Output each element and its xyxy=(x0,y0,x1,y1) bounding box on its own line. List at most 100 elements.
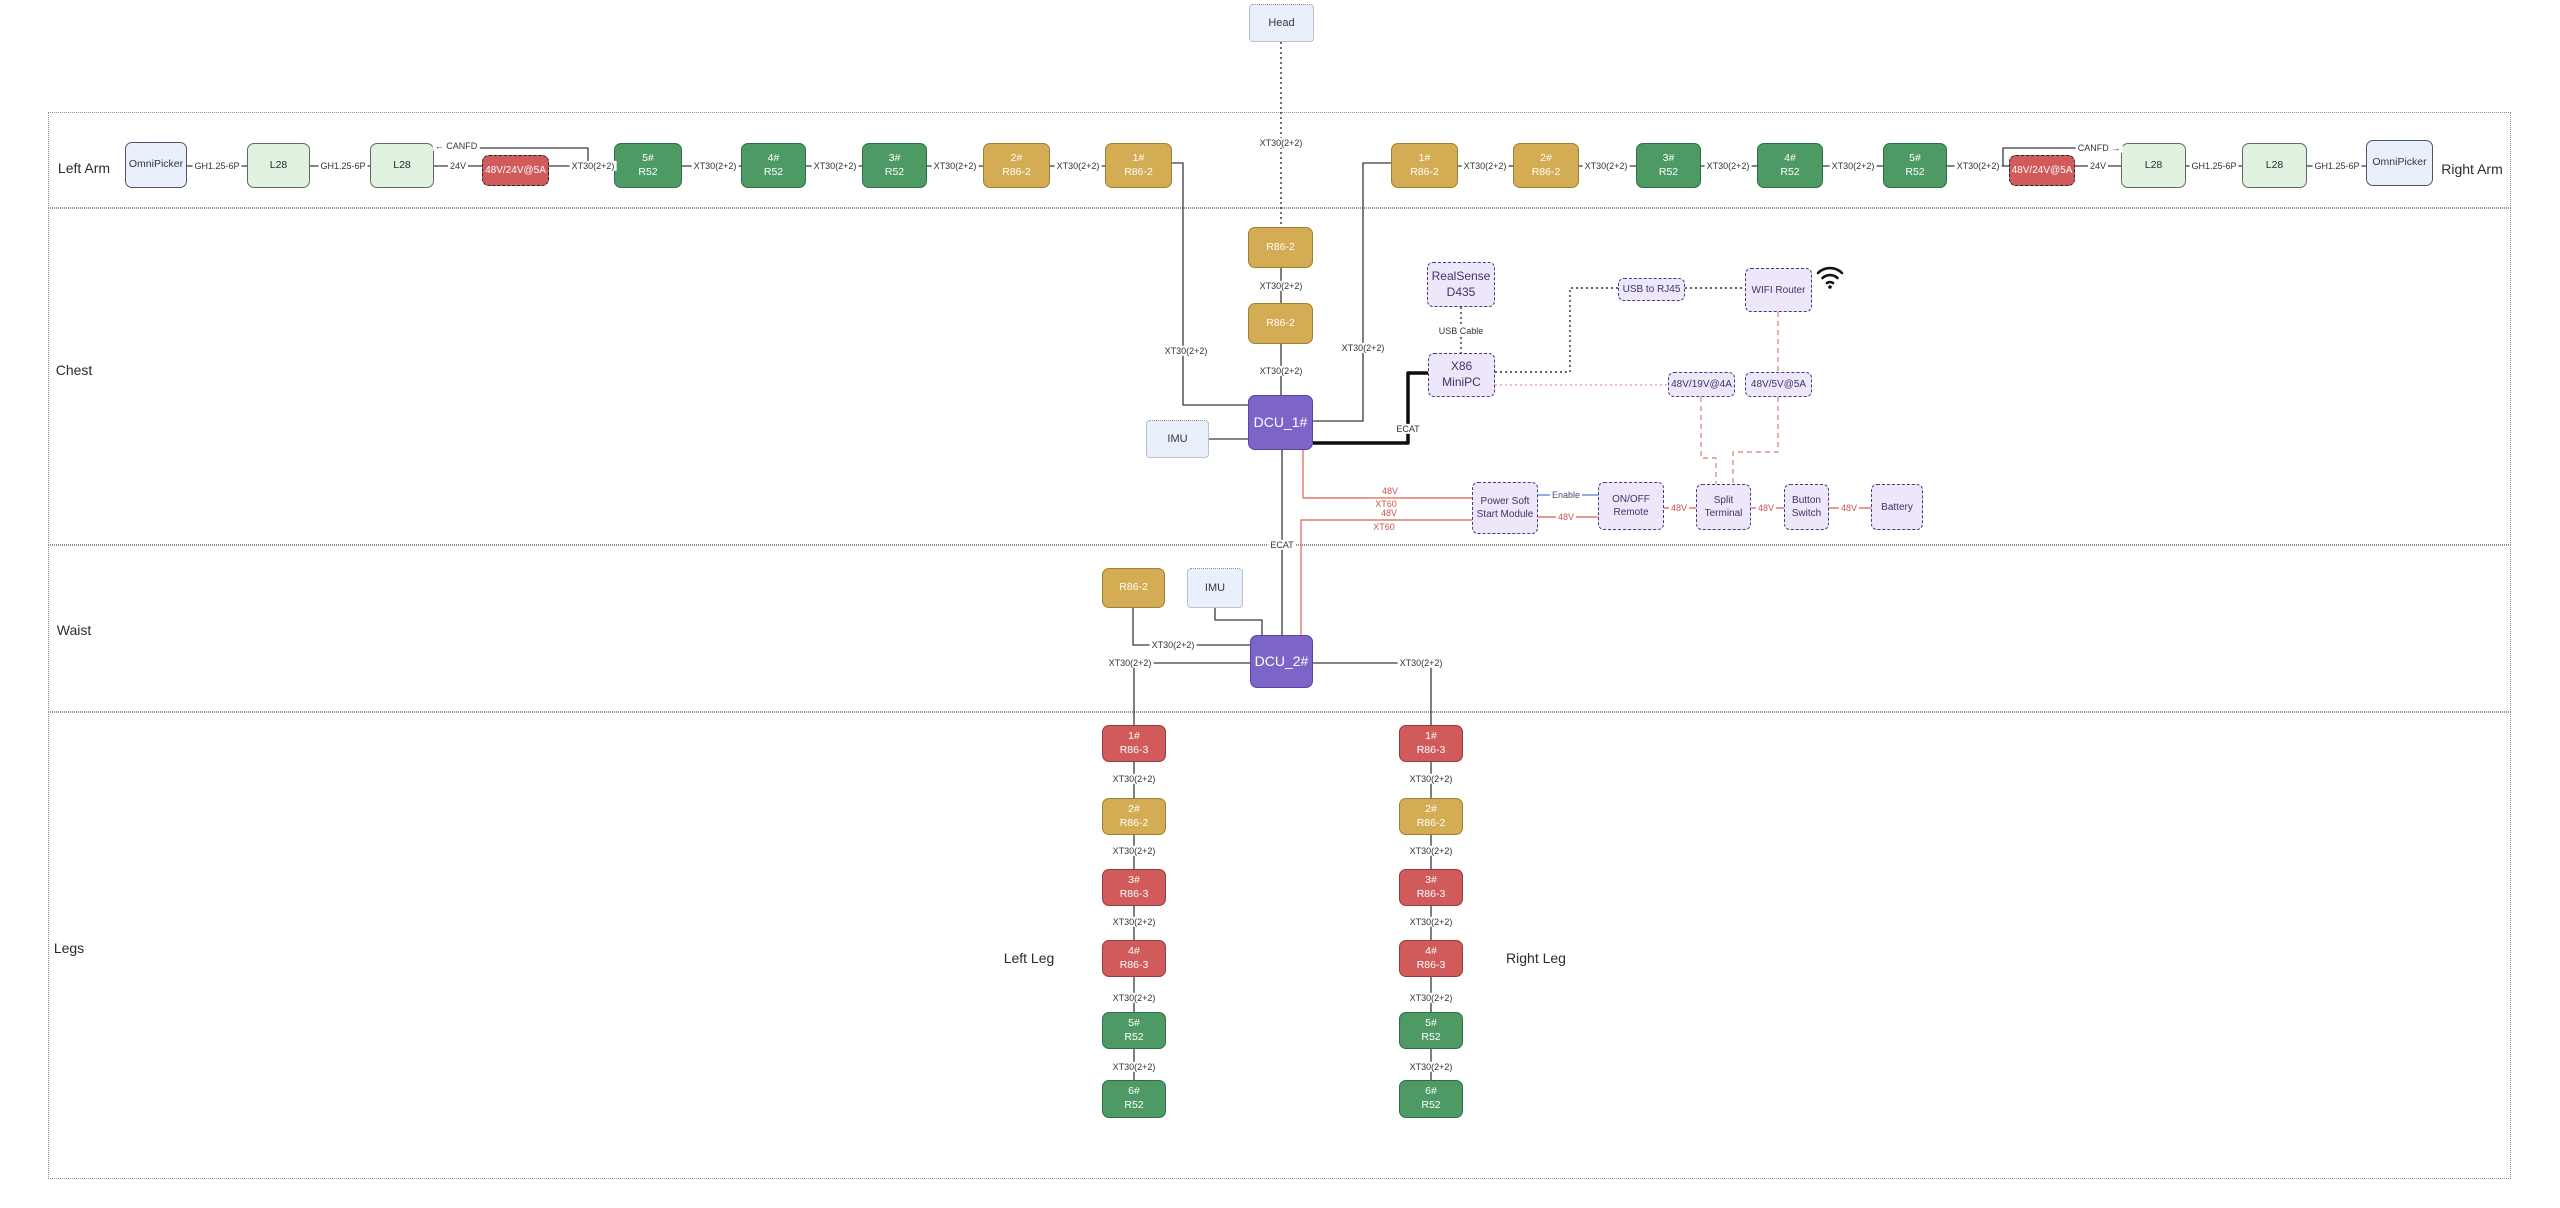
node-label: D435 xyxy=(1446,284,1476,299)
node-label: IMU xyxy=(1204,581,1226,594)
node-label: 3# xyxy=(1128,873,1140,886)
wire-label-25: USB Cable xyxy=(1436,325,1486,337)
wire-label-27: XT60 xyxy=(1373,498,1399,510)
node-left-leg-3: 3# R86-3 xyxy=(1102,869,1166,906)
node-label: R86-2 xyxy=(1531,165,1561,178)
node-label: 5# xyxy=(1909,151,1921,164)
node-converter-left: 48V/24V@5A xyxy=(482,155,549,186)
node-right-leg-1: 1# R86-3 xyxy=(1399,725,1463,762)
wire-label-9: XT30(2+2) xyxy=(1461,160,1509,172)
node-label: R52 xyxy=(763,165,784,178)
node-power-soft-start: Power Soft Start Module xyxy=(1472,482,1538,534)
wire-label-38: XT30(2+2) xyxy=(1110,773,1158,785)
node-right-leg-6: 6# R52 xyxy=(1399,1080,1463,1118)
wire-label-43: XT30(2+2) xyxy=(1407,773,1455,785)
wire-label-10: XT30(2+2) xyxy=(1582,160,1630,172)
node-label: R52 xyxy=(1905,165,1925,178)
wire-label-45: XT30(2+2) xyxy=(1407,916,1455,928)
wire-label-47: XT30(2+2) xyxy=(1407,1061,1455,1073)
node-left-arm-4: 4# R52 xyxy=(741,143,806,188)
wire-label-36: XT30(2+2) xyxy=(1106,657,1154,669)
node-label: L28 xyxy=(2265,158,2284,171)
node-label: 4# xyxy=(1784,151,1796,164)
wire-19v-split xyxy=(1700,397,1717,484)
node-label: 5# xyxy=(642,151,654,164)
node-label: R86-2 xyxy=(1416,816,1446,829)
wire-label-30: Enable xyxy=(1549,489,1583,501)
wire-larm-to-dcu1 xyxy=(1172,162,1248,406)
wire-label-19: XT30(2+2) xyxy=(1257,280,1305,292)
node-label: R52 xyxy=(1421,1099,1441,1111)
wire-label-16: GH1.25-6P xyxy=(2189,160,2239,172)
wire-label-33: 48V xyxy=(1755,502,1777,514)
wire-label-8: XT30(2+2) xyxy=(1054,160,1102,172)
node-converter-19v: 48V/19V@4A xyxy=(1668,372,1735,397)
wire-dcu1-power-48v xyxy=(1302,450,1472,499)
node-label: WIFI Router xyxy=(1751,284,1806,296)
node-button-switch: Button Switch xyxy=(1784,484,1829,530)
node-head: Head xyxy=(1249,4,1314,42)
node-label: 2# xyxy=(1425,802,1437,815)
node-label: L28 xyxy=(393,158,411,171)
wire-label-18: XT30(2+2) xyxy=(1257,137,1305,149)
node-omnipicker-left: OmniPicker xyxy=(125,142,187,188)
node-right-arm-4: 4# R52 xyxy=(1757,143,1823,188)
node-converter-5v: 48V/5V@5A xyxy=(1745,372,1812,397)
node-right-arm-1: 1# R86-2 xyxy=(1391,143,1458,188)
wire-rarm-to-dcu1 xyxy=(1313,162,1391,422)
node-right-leg-2: 2# R86-2 xyxy=(1399,798,1463,835)
wire-label-12: XT30(2+2) xyxy=(1829,160,1877,172)
node-label: 1# xyxy=(1128,729,1140,742)
node-label: 4# xyxy=(1128,944,1140,957)
waist-label: Waist xyxy=(56,622,92,638)
node-label: DCU_2# xyxy=(1254,653,1309,670)
node-right-arm-3: 3# R52 xyxy=(1636,143,1701,188)
node-label: 2# xyxy=(1010,151,1023,164)
node-label: R52 xyxy=(1124,1099,1144,1111)
left-arm-label: Left Arm xyxy=(57,160,111,176)
node-left-leg-2: 2# R86-2 xyxy=(1102,798,1166,835)
node-label: R86-2 xyxy=(1124,165,1153,178)
node-left-arm-1: 1# R86-2 xyxy=(1105,143,1172,188)
node-left-leg-4: 4# R86-3 xyxy=(1102,940,1166,977)
wire-canfd-right xyxy=(2002,147,2082,166)
right-leg-label: Right Leg xyxy=(1506,950,1566,966)
node-label: 48V/24V@5A xyxy=(2011,165,2073,176)
node-battery: Battery xyxy=(1871,484,1923,530)
node-l28-left-2: L28 xyxy=(370,143,434,188)
node-chest-r86-1: R86-2 xyxy=(1248,227,1313,268)
node-label: R86-2 xyxy=(1002,165,1031,178)
node-label: R52 xyxy=(884,165,905,178)
node-label: R86-3 xyxy=(1416,958,1446,971)
wire-label-41: XT30(2+2) xyxy=(1110,992,1158,1004)
node-label: Split xyxy=(1713,495,1734,506)
node-label: 3# xyxy=(888,151,901,164)
node-waist-r86: R86-2 xyxy=(1102,568,1165,608)
node-label: R52 xyxy=(638,165,658,178)
wire-label-24: ECAT xyxy=(1268,539,1296,551)
node-label: 1# xyxy=(1418,151,1431,164)
node-realsense: RealSense D435 xyxy=(1427,262,1495,307)
wire-label-13: XT30(2+2) xyxy=(1954,160,2002,172)
wire-label-42: XT30(2+2) xyxy=(1110,1061,1158,1073)
chest-label: Chest xyxy=(55,362,93,378)
node-label: R52 xyxy=(1658,165,1679,178)
node-label: R86-3 xyxy=(1119,958,1149,971)
wire-label-29: XT60 xyxy=(1371,521,1397,533)
node-label: 1# xyxy=(1132,151,1145,164)
node-label: L28 xyxy=(2144,158,2163,171)
wire-label-7: XT30(2+2) xyxy=(931,160,979,172)
wire-label-32: 48V xyxy=(1668,502,1690,514)
node-label: 48V/5V@5A xyxy=(1750,379,1807,390)
node-left-leg-1: 1# R86-3 xyxy=(1102,725,1166,762)
node-omnipicker-right: OmniPicker xyxy=(2366,140,2433,186)
node-chest-r86-2: R86-2 xyxy=(1248,303,1313,344)
node-onoff-remote: ON/OFF Remote xyxy=(1598,482,1664,530)
wire-canfd-left xyxy=(476,147,589,166)
wire-label-11: XT30(2+2) xyxy=(1704,160,1752,172)
band-arms xyxy=(48,112,2511,208)
node-label: R86-3 xyxy=(1416,743,1446,756)
wire-label-0: GH1.25-6P xyxy=(192,160,242,172)
node-left-leg-5: 5# R52 xyxy=(1102,1012,1166,1049)
node-label: OmniPicker xyxy=(128,158,184,171)
